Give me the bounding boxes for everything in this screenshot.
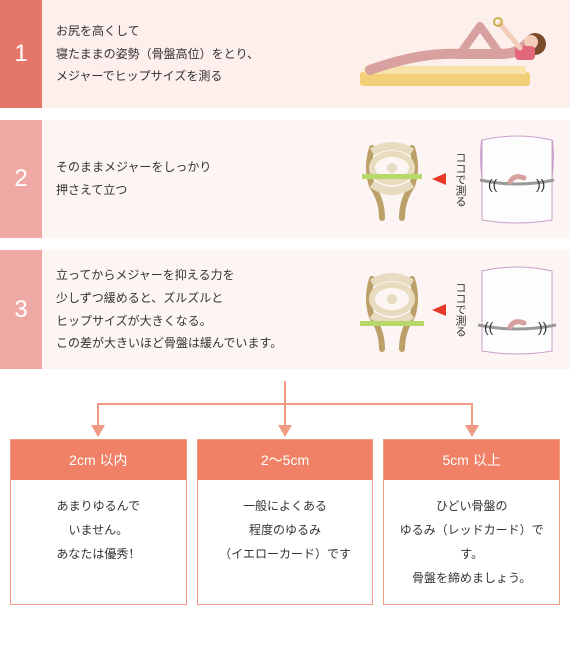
- result-1-body: あまりゆるんでいません。あなたは優秀！: [11, 480, 186, 580]
- svg-text:((: ((: [488, 176, 498, 192]
- svg-text:)): )): [536, 176, 545, 192]
- step-2: 2 そのままメジャーをしっかり押さえて立つ ココで測る (( )): [0, 120, 570, 238]
- pelvis-bone-icon: [358, 265, 426, 355]
- svg-text:)): )): [538, 319, 547, 335]
- step-1-illustration: [259, 14, 560, 94]
- svg-text:((: ((: [484, 319, 494, 335]
- step-3: 3 立ってからメジャーを抑える力を少しずつ緩めると、ズルズルとヒップサイズが大き…: [0, 250, 570, 369]
- result-2-title: 2〜5cm: [198, 440, 373, 480]
- waist-measure-icon: (( )): [474, 265, 560, 355]
- step-2-text: そのままメジャーをしっかり押さえて立つ: [56, 156, 211, 202]
- chevron-down-icon: [91, 425, 105, 437]
- arrow-left-icon: [432, 173, 446, 185]
- step-3-illustration: ココで測る (( )): [282, 265, 560, 355]
- step-1-body: お尻を高くして寝たままの姿勢（骨盤高位）をとり、メジャーでヒップサイズを測る: [42, 0, 570, 108]
- step-2-illustration: ココで測る (( )): [211, 134, 560, 224]
- step-3-body: 立ってからメジャーを抑える力を少しずつ緩めると、ズルズルとヒップサイズが大きくな…: [42, 250, 570, 369]
- result-card-2: 2〜5cm 一般によくある程度のゆるみ（イエローカード）です: [197, 439, 374, 605]
- result-1-title: 2cm 以内: [11, 440, 186, 480]
- step-2-body: そのままメジャーをしっかり押さえて立つ ココで測る (( )): [42, 120, 570, 238]
- measure-here-label: ココで測る: [452, 282, 468, 337]
- result-3-body: ひどい骨盤のゆるみ（レッドカード）です。骨盤を締めましょう。: [384, 480, 559, 604]
- result-2-body: 一般によくある程度のゆるみ（イエローカード）です: [198, 480, 373, 580]
- step-2-number: 2: [0, 120, 42, 238]
- step-3-text: 立ってからメジャーを抑える力を少しずつ緩めると、ズルズルとヒップサイズが大きくな…: [56, 264, 282, 355]
- result-card-1: 2cm 以内 あまりゆるんでいません。あなたは優秀！: [10, 439, 187, 605]
- result-3-title: 5cm 以上: [384, 440, 559, 480]
- result-card-3: 5cm 以上 ひどい骨盤のゆるみ（レッドカード）です。骨盤を締めましょう。: [383, 439, 560, 605]
- step-1-number: 1: [0, 0, 42, 108]
- lying-figure-icon: [350, 14, 560, 94]
- chevron-down-icon: [278, 425, 292, 437]
- step-3-number: 3: [0, 250, 42, 369]
- waist-measure-icon: (( )): [474, 134, 560, 224]
- pelvis-bone-icon: [358, 134, 426, 224]
- chevron-down-icon: [465, 425, 479, 437]
- measure-here-label: ココで測る: [452, 152, 468, 207]
- step-1-text: お尻を高くして寝たままの姿勢（骨盤高位）をとり、メジャーでヒップサイズを測る: [56, 20, 259, 88]
- results-row: 2cm 以内 あまりゆるんでいません。あなたは優秀！ 2〜5cm 一般によくある…: [0, 439, 570, 615]
- arrow-left-icon: [432, 304, 446, 316]
- flow-connector: [20, 381, 550, 439]
- step-1: 1 お尻を高くして寝たままの姿勢（骨盤高位）をとり、メジャーでヒップサイズを測る: [0, 0, 570, 108]
